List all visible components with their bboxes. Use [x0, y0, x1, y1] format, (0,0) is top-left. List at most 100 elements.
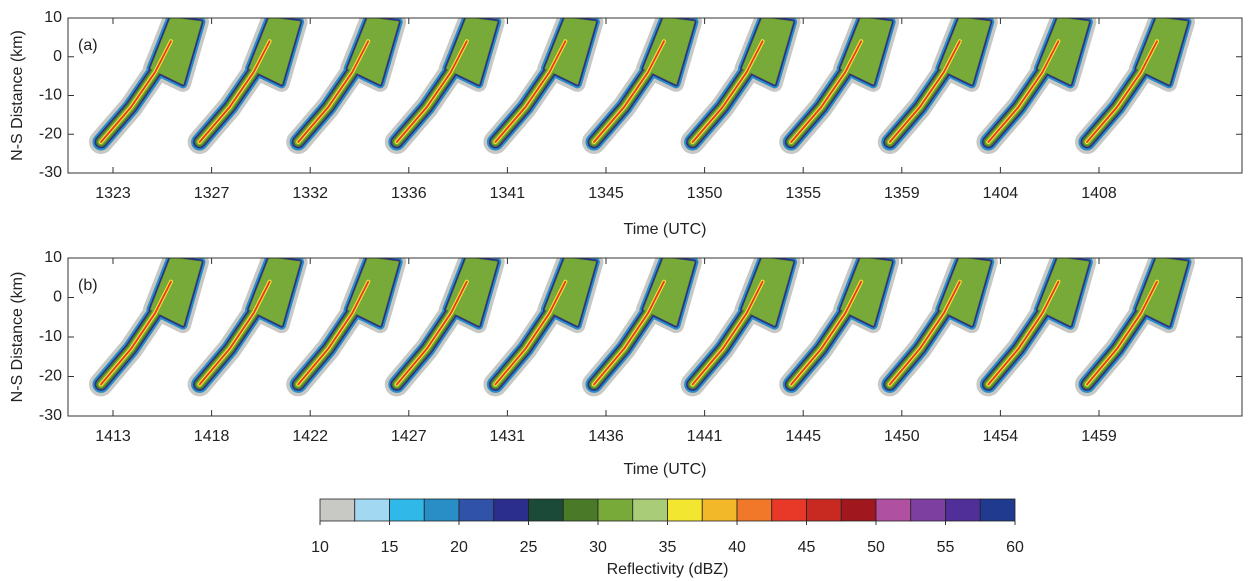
x-tick-label: 1445 — [785, 428, 821, 445]
radar-echo-cell — [1037, 18, 1089, 85]
radar-echo — [297, 280, 370, 386]
panel-label: (a) — [78, 37, 98, 54]
radar-echo — [987, 280, 1060, 386]
radar-field — [89, 18, 1195, 154]
radar-echo-cell — [1037, 258, 1089, 326]
radar-echo — [987, 40, 1060, 143]
x-tick-label: 1459 — [1081, 428, 1117, 445]
colorbar-cell — [528, 498, 564, 522]
colorbar-tick-label: 50 — [867, 539, 885, 556]
radar-echo-cell — [840, 258, 892, 326]
colorbar-cell — [597, 498, 634, 522]
radar-echo-cell — [643, 258, 695, 326]
y-tick-label: 10 — [44, 9, 62, 26]
y-tick-label: 0 — [53, 289, 62, 306]
radar-echo-cell — [347, 18, 399, 85]
radar-echo — [198, 40, 271, 143]
x-tick-label: 1404 — [983, 185, 1019, 202]
radar-echo — [395, 280, 468, 386]
colorbar-cell — [458, 498, 495, 522]
x-tick-label: 1408 — [1081, 185, 1117, 202]
radar-echo — [198, 280, 271, 386]
x-tick-label: 1345 — [588, 185, 624, 202]
x-tick-label: 1431 — [490, 428, 526, 445]
radar-echo-cell — [446, 18, 498, 85]
x-tick-label: 1341 — [490, 185, 526, 202]
radar-echo-cell — [249, 18, 301, 85]
radar-echo-cell — [643, 18, 695, 85]
y-tick-label: -20 — [39, 368, 62, 385]
x-tick-label: 1436 — [588, 428, 624, 445]
radar-echo — [691, 280, 764, 386]
y-axis-label: N-S Distance (km) — [9, 30, 26, 161]
colorbar-cell — [875, 498, 912, 522]
radar-echo — [494, 40, 567, 143]
colorbar-tick-label: 55 — [937, 539, 955, 556]
colorbar-tick-label: 40 — [728, 539, 746, 556]
colorbar-tick-label: 60 — [1006, 539, 1024, 556]
radar-echo — [100, 40, 172, 143]
y-tick-label: -30 — [39, 407, 62, 424]
colorbar-tick-label: 25 — [520, 539, 538, 556]
radar-echo-cell — [1136, 258, 1188, 326]
x-axis-label: Time (UTC) — [624, 221, 707, 238]
radar-echo — [1086, 40, 1158, 143]
x-tick-label: 1427 — [391, 428, 427, 445]
radar-echo — [1086, 280, 1158, 386]
radar-echo — [395, 40, 468, 143]
x-tick-label: 1355 — [785, 185, 821, 202]
x-axis-label: Time (UTC) — [624, 461, 707, 478]
colorbar-cell — [423, 498, 460, 522]
x-tick-label: 1332 — [292, 185, 328, 202]
colorbar-cell — [701, 498, 738, 522]
colorbar-cell — [910, 498, 946, 522]
y-tick-label: -30 — [39, 164, 62, 181]
radar-echo-cell — [939, 18, 991, 85]
radar-echo-cell — [249, 258, 301, 326]
x-tick-label: 1441 — [687, 428, 723, 445]
colorbar-cell — [945, 498, 981, 522]
radar-echo — [593, 280, 665, 386]
x-tick-label: 1450 — [884, 428, 920, 445]
radar-echo-cell — [939, 258, 991, 326]
radar-echo — [100, 280, 172, 386]
y-tick-label: -10 — [39, 87, 62, 104]
y-axis-label: N-S Distance (km) — [9, 272, 26, 403]
radar-echo-cell — [150, 18, 202, 85]
colorbar-cell — [806, 498, 842, 522]
radar-echo — [888, 280, 961, 386]
radar-echo-cell — [544, 18, 596, 85]
colorbar-tick-label: 15 — [381, 539, 399, 556]
y-tick-label: -20 — [39, 125, 62, 142]
colorbar-tick-label: 30 — [589, 539, 607, 556]
radar-echo — [790, 280, 863, 386]
radar-echo-cell — [840, 18, 892, 85]
radar-echo-cell — [742, 258, 794, 326]
colorbar-cell — [632, 498, 668, 522]
x-tick-label: 1359 — [884, 185, 920, 202]
y-tick-label: -10 — [39, 328, 62, 345]
colorbar-tick-label: 20 — [450, 539, 468, 556]
x-tick-label: 1422 — [292, 428, 328, 445]
colorbar-cell — [736, 498, 773, 522]
x-tick-label: 1350 — [687, 185, 723, 202]
x-tick-label: 1413 — [95, 428, 131, 445]
colorbar-cell — [979, 498, 1016, 522]
radar-field — [89, 258, 1195, 397]
colorbar-cell — [493, 498, 529, 522]
x-tick-label: 1323 — [95, 185, 131, 202]
colorbar-cell — [354, 498, 390, 522]
colorbar-cell — [771, 498, 807, 522]
colorbar-cell — [389, 498, 425, 522]
colorbar-tick-label: 35 — [659, 539, 677, 556]
radar-echo — [691, 40, 764, 143]
radar-echo-cell — [544, 258, 596, 326]
x-tick-label: 1336 — [391, 185, 427, 202]
radar-echo-cell — [446, 258, 498, 326]
x-tick-label: 1454 — [983, 428, 1019, 445]
colorbar-cell — [319, 498, 356, 522]
radar-echo — [790, 40, 863, 143]
radar-echo — [888, 40, 961, 143]
y-tick-label: 10 — [44, 249, 62, 266]
